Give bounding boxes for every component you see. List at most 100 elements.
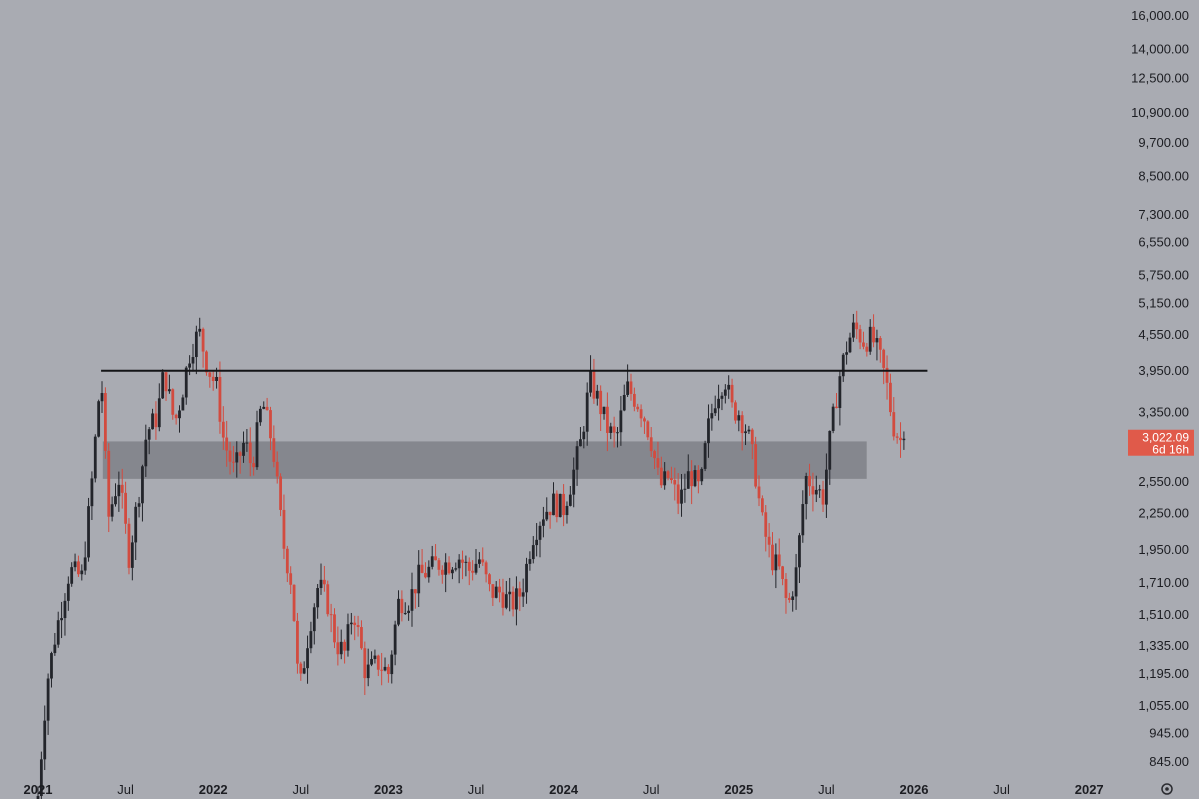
candle-down	[343, 641, 346, 651]
price-axis[interactable]: 845.00 945.00 1,055.00 1,195.00 1,335.00 1,51…	[1131, 8, 1189, 769]
candle-down	[252, 463, 256, 468]
candle-down	[269, 410, 272, 439]
candle-up	[568, 494, 572, 506]
candle-down	[285, 548, 289, 574]
candle-up	[727, 384, 731, 390]
candle-up	[798, 535, 801, 568]
candle-up	[319, 579, 323, 589]
candle-up	[43, 720, 47, 760]
candle-down	[218, 376, 222, 422]
candle-down	[424, 572, 427, 578]
candle-down	[821, 489, 825, 505]
candle-down	[211, 376, 215, 382]
candle-down	[885, 367, 889, 383]
candle-up	[370, 659, 373, 665]
candle-up	[602, 406, 606, 415]
candle-down	[467, 561, 471, 571]
candle-up	[134, 506, 138, 543]
candle-down	[740, 415, 744, 434]
price-tick-label: 8,500.00	[1138, 168, 1189, 183]
price-tick-label: 945.00	[1149, 726, 1189, 741]
countdown-label: 6d 16h	[1152, 443, 1189, 457]
candle-up	[161, 372, 165, 399]
candle-down	[862, 342, 865, 347]
last-price-badge: 3,022.09 6d 16h	[1128, 429, 1194, 457]
settings-icon[interactable]	[1161, 783, 1173, 795]
candle-down	[225, 437, 229, 451]
candle-down	[562, 493, 565, 516]
candle-up	[515, 588, 518, 610]
candle-up	[137, 503, 141, 507]
time-tick-label: 2021	[24, 782, 53, 797]
candle-up	[838, 376, 842, 408]
candle-down	[299, 663, 303, 674]
candle-up	[373, 655, 377, 660]
candle-up	[194, 331, 198, 358]
candle-up	[609, 426, 613, 433]
candle-up	[804, 475, 808, 505]
price-tick-label: 3,350.00	[1138, 405, 1189, 420]
candle-down	[498, 586, 501, 593]
candle-down	[440, 569, 444, 575]
candle-down	[808, 475, 811, 487]
candle-up	[818, 489, 822, 491]
candle-down	[855, 322, 859, 330]
time-tick-label: 2025	[724, 782, 753, 797]
candle-down	[356, 625, 360, 628]
candle-up	[235, 452, 239, 463]
candle-up	[114, 496, 117, 505]
candle-up	[552, 493, 555, 516]
candle-down	[484, 562, 488, 575]
candle-up	[188, 363, 192, 368]
candle-down	[673, 480, 677, 485]
candle-up	[157, 398, 161, 428]
candle-down	[889, 382, 892, 413]
time-tick-label: Jul	[292, 782, 309, 797]
candle-up	[245, 442, 249, 444]
candle-up	[875, 338, 879, 343]
candle-up	[147, 429, 151, 440]
candle-down	[781, 566, 784, 580]
price-tick-label: 1,510.00	[1138, 607, 1189, 622]
candle-up	[595, 390, 599, 399]
time-tick-label: Jul	[818, 782, 835, 797]
candle-down	[666, 471, 670, 479]
candle-up	[100, 393, 104, 402]
price-tick-label: 1,710.00	[1138, 575, 1189, 590]
candle-down	[265, 406, 269, 411]
candle-down	[326, 584, 330, 615]
candle-up	[902, 438, 906, 441]
candle-down	[461, 559, 464, 563]
candle-up	[309, 631, 313, 649]
time-tick-label: 2023	[374, 782, 403, 797]
candle-down	[548, 511, 552, 516]
candle-up	[50, 653, 53, 679]
candle-up	[845, 352, 849, 355]
candle-down	[670, 478, 673, 481]
candle-up	[828, 430, 832, 470]
candle-down	[292, 584, 296, 621]
candle-down	[899, 437, 902, 441]
candle-down	[279, 476, 282, 510]
time-axis[interactable]: 2021 Jul 2022 Jul 2023 Jul 2024 Jul 2025 Jul 2026 J…	[24, 782, 1104, 797]
candle-up	[477, 559, 481, 564]
price-tick-label: 6,550.00	[1138, 234, 1189, 249]
candle-down	[646, 421, 650, 438]
candle-down	[171, 389, 175, 415]
time-tick-label: Jul	[468, 782, 485, 797]
candle-down	[208, 372, 212, 377]
candle-down	[127, 523, 131, 568]
candle-down	[754, 444, 758, 487]
candle-down	[360, 627, 363, 649]
candle-up	[814, 489, 818, 495]
candle-up	[831, 406, 835, 431]
candle-up	[680, 489, 683, 504]
candle-up	[717, 398, 720, 409]
candle-down	[154, 413, 158, 428]
candle-down	[272, 438, 276, 462]
price-tick-label: 4,550.00	[1138, 327, 1189, 342]
candle-up	[575, 446, 579, 470]
candle-up	[707, 418, 710, 444]
price-tick-label: 845.00	[1149, 754, 1189, 769]
